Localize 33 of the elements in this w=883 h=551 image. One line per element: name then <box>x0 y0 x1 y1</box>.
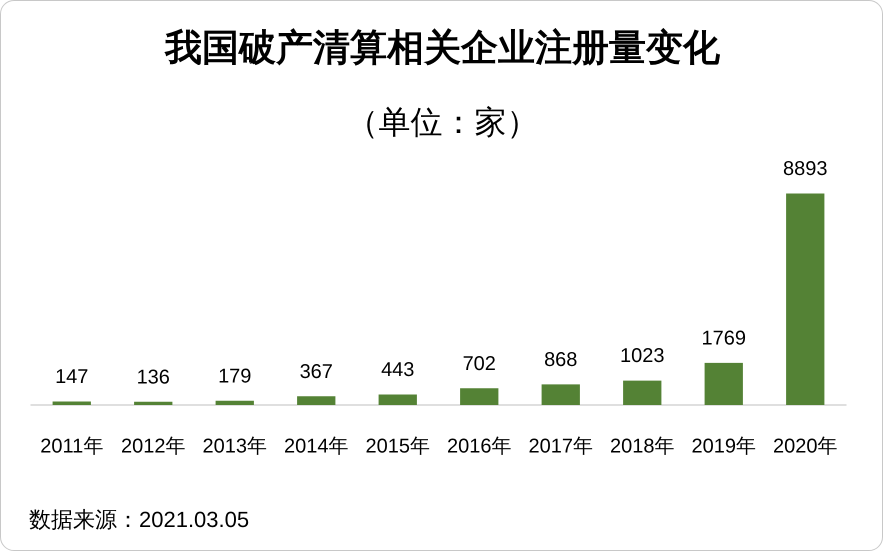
chart-subtitle: （单位：家） <box>346 103 540 142</box>
data-label: 868 <box>544 348 578 371</box>
data-label: 136 <box>136 366 170 388</box>
data-label: 443 <box>381 358 414 381</box>
bar <box>704 362 743 405</box>
data-label: 702 <box>462 352 496 375</box>
x-tick-label: 2018年 <box>610 436 674 458</box>
x-tick-label: 2016年 <box>447 436 512 458</box>
x-tick-label: 2014年 <box>284 436 348 458</box>
x-tick-label: 2015年 <box>366 436 430 458</box>
bar <box>378 394 417 405</box>
bar <box>786 194 824 405</box>
data-label: 179 <box>218 365 252 388</box>
data-label: 367 <box>300 360 333 383</box>
chart-title: 我国破产清算相关企业注册量变化 <box>163 26 721 70</box>
bar <box>460 388 498 405</box>
x-tick-label: 2020年 <box>773 436 838 458</box>
bar <box>297 396 336 405</box>
bar <box>52 402 91 405</box>
x-tick-label: 2012年 <box>121 436 186 458</box>
x-tick-label: 2011年 <box>40 436 104 458</box>
data-label: 147 <box>55 366 88 388</box>
data-label: 8893 <box>783 158 828 180</box>
source-note: 数据来源：2021.03.05 <box>29 506 250 534</box>
data-label: 1023 <box>620 345 664 368</box>
x-tick-label: 2013年 <box>202 436 267 458</box>
x-tick-label: 2017年 <box>528 436 593 458</box>
bar <box>623 380 662 405</box>
bar <box>216 400 254 405</box>
bar <box>542 384 580 405</box>
x-tick-label: 2019年 <box>692 436 756 458</box>
data-label: 1769 <box>702 327 746 350</box>
bar <box>134 402 172 405</box>
